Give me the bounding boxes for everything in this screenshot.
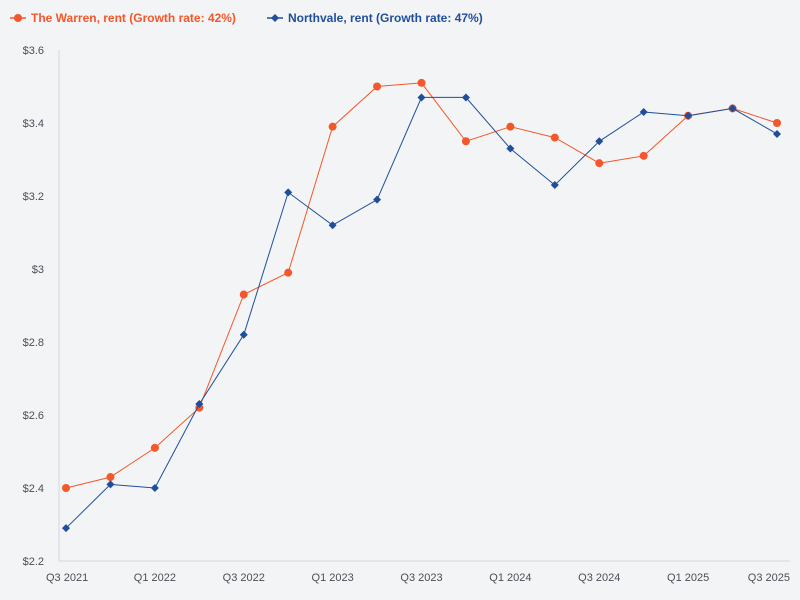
legend-circle-marker-icon xyxy=(14,14,22,22)
x-tick-label: Q1 2023 xyxy=(312,572,354,584)
data-point xyxy=(239,290,248,299)
x-tick-label: Q3 2024 xyxy=(578,572,620,584)
data-point xyxy=(106,480,115,489)
series-line xyxy=(65,82,778,489)
series-line xyxy=(65,96,778,529)
data-point xyxy=(195,400,204,409)
legend-label: Northvale, rent (Growth rate: 47%) xyxy=(288,11,483,25)
x-tick-label: Q3 2023 xyxy=(400,572,442,584)
data-point xyxy=(773,119,781,127)
data-point xyxy=(773,129,781,138)
x-tick-label: Q3 2025 xyxy=(748,572,790,584)
data-point xyxy=(373,195,382,204)
data-point xyxy=(62,484,70,492)
legend-diamond-marker-icon xyxy=(271,14,279,22)
data-point xyxy=(284,268,293,277)
data-point xyxy=(595,159,604,168)
data-point xyxy=(328,221,337,230)
legend-label: The Warren, rent (Growth rate: 42%) xyxy=(31,11,236,25)
data-point xyxy=(639,151,648,160)
legend-item-2[interactable]: Northvale, rent (Growth rate: 47%) xyxy=(267,11,483,25)
data-point xyxy=(506,122,515,131)
series-1 xyxy=(62,78,781,492)
x-tick-label: Q1 2025 xyxy=(667,572,709,584)
data-point xyxy=(417,93,426,102)
axes: $2.2 $2.4 $2.6 $2.8 $3 $3.2 $3.4 $3.6 Q3 2021 Q1 … xyxy=(23,45,790,584)
y-tick-label: $2.6 xyxy=(23,410,44,422)
y-tick-label: $2.8 xyxy=(23,337,44,349)
data-point xyxy=(150,443,159,452)
series-group xyxy=(62,78,781,533)
y-tick-label: $3 xyxy=(32,264,44,276)
data-point xyxy=(373,82,382,91)
x-tick-label: Q3 2022 xyxy=(223,572,265,584)
data-point xyxy=(417,78,426,87)
y-tick-label: $3.2 xyxy=(23,191,44,203)
y-tick-label: $2.2 xyxy=(23,556,44,568)
data-point xyxy=(106,473,115,482)
legend: The Warren, rent (Growth rate: 42%) North… xyxy=(10,11,483,25)
x-tick-label: Q3 2021 xyxy=(46,572,88,584)
data-point xyxy=(461,93,470,102)
y-tick-label: $3.4 xyxy=(23,118,44,130)
y-tick-label: $2.4 xyxy=(23,483,44,495)
data-point xyxy=(150,484,159,492)
data-point xyxy=(550,133,559,142)
data-point xyxy=(595,137,604,146)
data-point xyxy=(506,144,515,153)
x-tick-label: Q1 2022 xyxy=(134,572,176,584)
data-point xyxy=(461,137,470,146)
x-tick-label: Q1 2024 xyxy=(489,572,531,584)
legend-item-1[interactable]: The Warren, rent (Growth rate: 42%) xyxy=(10,11,236,25)
data-point xyxy=(62,524,70,533)
series-2 xyxy=(62,93,781,533)
data-point xyxy=(550,181,559,190)
data-point xyxy=(284,188,293,197)
data-point xyxy=(728,104,737,113)
data-point xyxy=(684,111,693,120)
data-point xyxy=(328,122,337,131)
data-point xyxy=(239,330,248,339)
data-point xyxy=(639,108,648,117)
y-tick-label: $3.6 xyxy=(23,45,44,57)
